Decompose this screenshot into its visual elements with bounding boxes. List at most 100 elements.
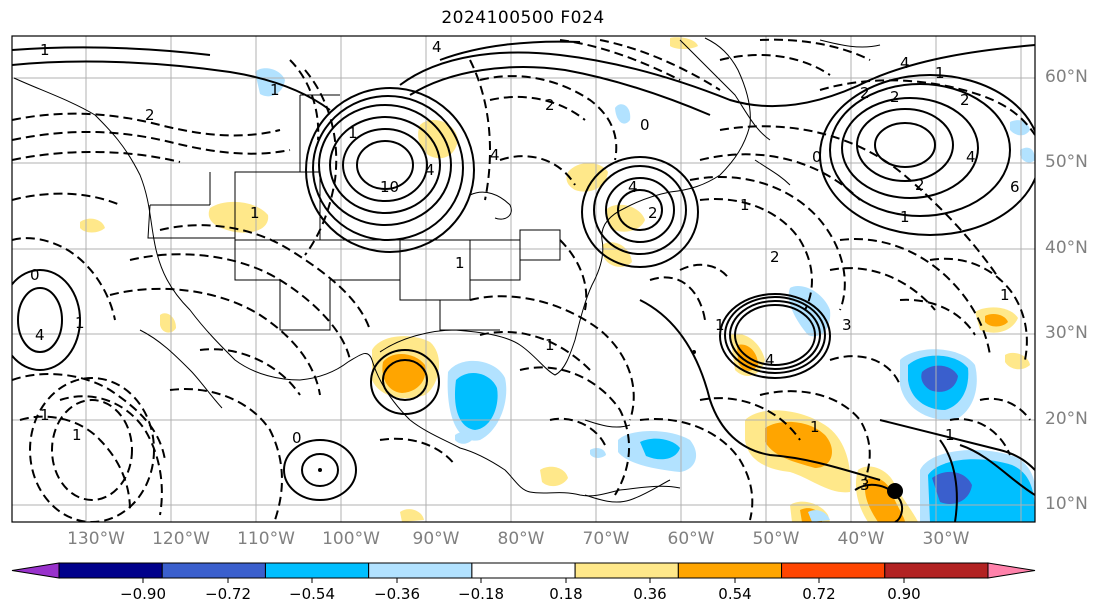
shade-darkblue — [921, 365, 958, 392]
map-frame — [11, 35, 1036, 523]
lon-label: 130°W — [67, 529, 125, 549]
colorbar-label: −0.18 — [458, 585, 504, 603]
contour-label: 1 — [900, 208, 910, 226]
dashed-contours — [12, 38, 1035, 522]
colorbar-extend-low — [11, 562, 60, 579]
contour-label: 4 — [490, 146, 500, 164]
shade-orange — [864, 477, 905, 522]
shade-blue — [454, 373, 498, 430]
contour-label: 2 — [915, 176, 925, 194]
contour-label: 0 — [640, 116, 650, 134]
shade-yellow — [80, 218, 105, 233]
colorbar-label: −0.54 — [289, 585, 335, 603]
contour-label: 2 — [648, 204, 658, 222]
contour-label: 3 — [860, 476, 870, 494]
colorbar-segment — [161, 562, 266, 579]
contour-label: 4 — [900, 54, 910, 72]
contour-label: 0 — [30, 266, 40, 284]
contour-label: 2 — [890, 88, 900, 106]
shade-yellow — [160, 313, 176, 333]
shade-yellow — [1005, 352, 1030, 370]
contour-label: 10 — [380, 178, 399, 196]
shade-lightblue — [455, 432, 472, 444]
shade-yellow — [400, 509, 424, 522]
lon-label: 120°W — [152, 529, 210, 549]
contour-label: 1 — [945, 426, 955, 444]
contour-label: 1 — [250, 204, 260, 222]
lon-label: 40°W — [837, 529, 885, 549]
colorbar-label: 0.36 — [633, 585, 667, 603]
colorbar-segment — [471, 562, 576, 579]
colorbar-segment — [884, 562, 989, 579]
lon-label: 80°W — [497, 529, 545, 549]
lon-label: 100°W — [322, 529, 380, 549]
colorbar-ticks — [142, 578, 905, 583]
lat-label: 40°N — [1045, 238, 1088, 258]
shade-yellow — [670, 37, 698, 49]
contour-label: 1 — [75, 314, 85, 332]
contour-label: 0 — [812, 148, 822, 166]
shade-lightblue — [808, 510, 830, 522]
shade-orange — [985, 314, 1008, 327]
contour-label: 4 — [765, 351, 775, 369]
graticule — [12, 36, 1035, 522]
contour-label: 1 — [935, 64, 945, 82]
lat-label: 30°N — [1045, 323, 1088, 343]
contour-label: 1 — [270, 81, 280, 99]
center-dot — [692, 350, 696, 354]
colorbar-segment — [677, 562, 783, 579]
shade-darkblue — [932, 471, 972, 505]
colorbar-label: −0.36 — [374, 585, 420, 603]
map-title: 2024100500 F024 — [441, 8, 605, 28]
contour-label: 1 — [740, 196, 750, 214]
shade-lightblue — [1020, 147, 1035, 163]
shade-yellow — [606, 204, 645, 232]
contour-label: 1 — [715, 316, 725, 334]
colorbar-label: −0.90 — [120, 585, 166, 603]
contour-label: 2 — [770, 248, 780, 266]
shade-yellow — [540, 466, 568, 487]
contour-label: 0 — [292, 429, 302, 447]
colorbar-label: 0.72 — [802, 585, 836, 603]
contour-label: 1 — [545, 336, 555, 354]
lon-label: 60°W — [667, 529, 715, 549]
lat-label: 10°N — [1045, 494, 1088, 514]
colorbar-segment — [58, 562, 163, 579]
contour-label: 1 — [455, 254, 465, 272]
colorbar-label: −0.72 — [205, 585, 251, 603]
contour-label: 2 — [860, 84, 870, 102]
contour-label: 1 — [72, 426, 82, 444]
colorbar-segment — [264, 562, 370, 579]
shade-yellow — [208, 201, 269, 233]
contour-label: 1 — [40, 406, 50, 424]
contour-label: 4 — [628, 178, 638, 196]
center-dot — [318, 468, 322, 472]
lon-label: 30°W — [922, 529, 970, 549]
shade-yellow — [566, 163, 608, 192]
lon-label: 110°W — [237, 529, 295, 549]
colorbar-label: 0.54 — [718, 585, 752, 603]
lat-label: 60°N — [1045, 67, 1088, 87]
lat-label: 20°N — [1045, 409, 1088, 429]
contour-label: 1 — [348, 124, 358, 142]
contour-label: 1 — [810, 418, 820, 436]
colorbar-label: 0.18 — [549, 585, 583, 603]
contour-label: 1 — [1000, 286, 1010, 304]
shade-lightblue — [255, 68, 285, 97]
contour-label: 2 — [960, 91, 970, 109]
contour-label: 4 — [966, 148, 976, 166]
contour-label: 1 — [40, 41, 50, 59]
contour-label: 2 — [145, 106, 155, 124]
colorbar-segment — [574, 562, 679, 579]
colorbar-extend-high — [987, 562, 1036, 579]
contour-label: 4 — [432, 38, 442, 56]
contour-label: 6 — [1010, 178, 1020, 196]
lon-label: 50°W — [752, 529, 800, 549]
lon-label: 70°W — [582, 529, 630, 549]
colorbar-segment — [781, 562, 886, 579]
contour-labels: 1 4 2 1 1 10 4 4 2 0 1 4 2 0 1 2 4 2 1 2… — [30, 38, 1020, 494]
shade-blue — [640, 438, 680, 460]
contour-label: 2 — [545, 96, 555, 114]
lat-label: 50°N — [1045, 152, 1088, 172]
